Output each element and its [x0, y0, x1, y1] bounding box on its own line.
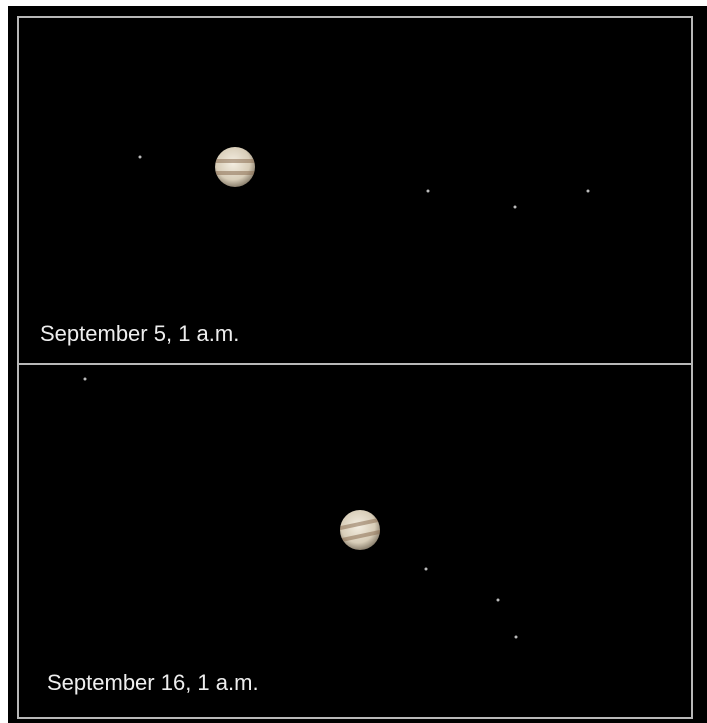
panel: September 16, 1 a.m. — [47, 377, 518, 695]
moon — [138, 155, 142, 159]
panel-label: September 16, 1 a.m. — [47, 670, 259, 695]
moon — [513, 205, 517, 209]
jupiter — [215, 147, 255, 187]
frame — [17, 16, 693, 719]
moon — [426, 189, 430, 193]
moon — [496, 598, 500, 602]
moon — [424, 567, 428, 571]
moon — [514, 635, 518, 639]
moon — [586, 189, 590, 193]
panel-label: September 5, 1 a.m. — [40, 321, 239, 346]
moon — [83, 377, 87, 381]
panel: September 5, 1 a.m. — [40, 147, 590, 346]
jupiter — [340, 510, 380, 550]
